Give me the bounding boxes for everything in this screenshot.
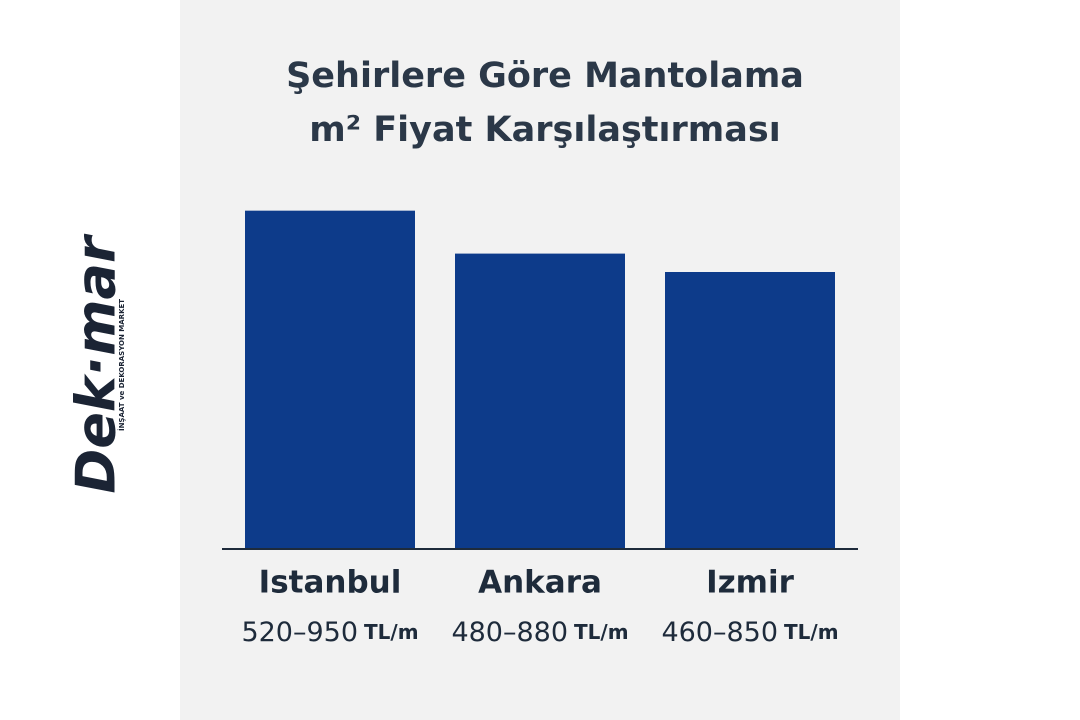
price-unit: TL/m bbox=[364, 620, 419, 644]
x-tick-label: Istanbul bbox=[259, 565, 402, 601]
price-range-value: 520–950 bbox=[241, 617, 358, 648]
x-tick-label: Izmir bbox=[706, 565, 795, 601]
x-tick-label: Ankara bbox=[478, 565, 602, 601]
bar bbox=[455, 253, 625, 548]
price-range-value: 480–880 bbox=[451, 617, 568, 648]
chart-title: m² Fiyat Karşılaştırması bbox=[309, 110, 780, 150]
logo: Dek·mar İNŞAAT ve DEKORASYON MARKET bbox=[65, 233, 128, 494]
logo-name: Dek·mar bbox=[65, 233, 128, 494]
price-range-value: 460–850 bbox=[661, 617, 778, 648]
price-unit: TL/m bbox=[784, 620, 839, 644]
price-range: 520–950 TL/m bbox=[241, 617, 418, 648]
bar bbox=[245, 210, 415, 548]
price-range: 460–850 TL/m bbox=[661, 617, 838, 648]
chart-title: Şehirlere Göre Mantolama bbox=[286, 56, 804, 96]
price-unit: TL/m bbox=[574, 620, 629, 644]
bar bbox=[665, 272, 835, 548]
price-range: 480–880 TL/m bbox=[451, 617, 628, 648]
logo-tagline: İNŞAAT ve DEKORASYON MARKET bbox=[117, 299, 126, 431]
